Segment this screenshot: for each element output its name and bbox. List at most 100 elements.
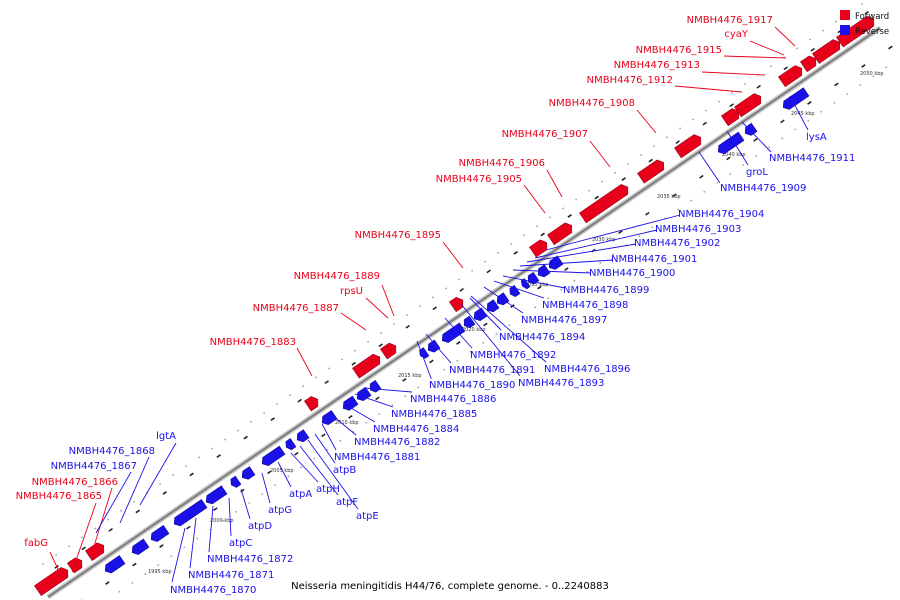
forward-gene-arrow [579, 184, 629, 224]
forward-gene-arrow [449, 296, 464, 313]
leader-line [512, 269, 592, 274]
gene-label-nmbh4476-1904: NMBH4476_1904 [678, 209, 764, 220]
background-dot [885, 66, 888, 69]
background-dot [456, 359, 459, 362]
leader-line [698, 151, 721, 184]
background-dash [351, 361, 356, 366]
scale-tick-label: 2040 kbp [722, 152, 746, 158]
reverse-gene-arrow [261, 445, 286, 466]
leader-line [332, 415, 357, 436]
background-dot [339, 439, 342, 442]
forward-gene-arrow [304, 396, 319, 412]
background-dot [300, 466, 303, 469]
gene-label-atpf: atpF [336, 497, 358, 508]
leader-line [381, 284, 395, 317]
gene-label-nmbh4476-1901: NMBH4476_1901 [611, 254, 697, 265]
background-dot [495, 333, 498, 335]
background-dash [834, 82, 839, 87]
background-dot [42, 563, 44, 565]
gene-label-nmbh4476-1872: NMBH4476_1872 [207, 554, 293, 565]
background-dash [513, 251, 518, 255]
background-dot [807, 119, 810, 122]
leader-line [546, 169, 563, 198]
background-dot [846, 93, 849, 95]
gene-label-nmbh4476-1899: NMBH4476_1899 [563, 285, 649, 296]
background-dot [68, 545, 70, 548]
gene-label-nmbh4476-1884: NMBH4476_1884 [373, 424, 459, 435]
reverse-gene-arrow [369, 380, 382, 393]
background-dot [729, 173, 732, 175]
background-dot [471, 269, 473, 272]
background-dash [888, 45, 893, 50]
gene-label-nmbh4476-1912: NMBH4476_1912 [587, 75, 673, 86]
background-dash [753, 137, 758, 142]
background-dot [380, 332, 382, 334]
leader-line [290, 452, 319, 483]
gene-label-atpg: atpG [268, 505, 292, 516]
background-dot [651, 226, 654, 229]
leader-line [171, 527, 186, 583]
background-dash [186, 525, 191, 530]
background-dot [677, 208, 680, 211]
forward-gene-arrow [34, 567, 69, 596]
background-dot [692, 118, 694, 121]
leader-line [416, 340, 432, 379]
leader-line [470, 295, 547, 363]
leader-line [314, 433, 336, 464]
background-dot [250, 420, 253, 423]
background-dot [419, 305, 421, 308]
background-dot [185, 465, 188, 468]
gene-label-atpb: atpB [333, 465, 356, 476]
background-dot [159, 483, 162, 485]
gene-label-nmbh4476-1891: NMBH4476_1891 [449, 365, 535, 376]
background-dash [483, 322, 488, 327]
background-dash [456, 341, 461, 345]
background-dash [321, 433, 326, 438]
reverse-gene-arrow [321, 410, 338, 425]
gene-label-nmbh4476-1887: NMBH4476_1887 [253, 303, 339, 314]
reverse-gene-arrow [537, 264, 551, 278]
background-dot [601, 180, 603, 183]
forward-gene-arrow [778, 65, 803, 88]
background-dot [809, 38, 811, 41]
background-dash [537, 285, 542, 290]
leader-line [589, 140, 611, 168]
leader-line [636, 109, 657, 134]
gene-label-nmbh4476-1903: NMBH4476_1903 [655, 224, 741, 235]
leader-line [723, 55, 787, 59]
leader-line [90, 487, 113, 557]
background-dot [742, 164, 745, 167]
leader-line [523, 184, 546, 214]
background-dot [237, 429, 240, 432]
gene-label-nmbh4476-1885: NMBH4476_1885 [391, 409, 477, 420]
gene-label-nmbh4476-1917: NMBH4476_1917 [687, 15, 773, 26]
background-dot [861, 3, 863, 5]
background-dot [796, 47, 798, 50]
background-dot [612, 253, 615, 255]
reverse-gene-arrow [104, 555, 126, 574]
gene-label-nmbh4476-1902: NMBH4476_1902 [634, 238, 720, 249]
leader-line [340, 312, 367, 331]
background-dash [861, 64, 866, 68]
background-dash [243, 435, 248, 440]
leader-line [49, 551, 64, 581]
leader-line [493, 280, 545, 299]
background-dash [540, 232, 545, 237]
background-dash [783, 66, 788, 71]
gene-label-nmbh4476-1886: NMBH4476_1886 [410, 394, 496, 405]
legend: Forward Reverse [840, 10, 889, 37]
background-dot [211, 447, 214, 450]
background-dot [833, 102, 836, 104]
background-dot [627, 163, 629, 165]
background-dash [348, 414, 353, 419]
gene-label-nmbh4476-1896: NMBH4476_1896 [544, 364, 630, 375]
leader-line [726, 130, 749, 166]
leader-line [321, 423, 337, 451]
gene-label-grol: groL [746, 167, 768, 178]
leader-line [502, 275, 566, 289]
background-dash [405, 324, 410, 329]
background-dash [270, 417, 275, 421]
background-dot [341, 358, 343, 361]
gene-label-nmbh4476-1898: NMBH4476_1898 [542, 300, 628, 311]
background-dot [794, 128, 797, 131]
